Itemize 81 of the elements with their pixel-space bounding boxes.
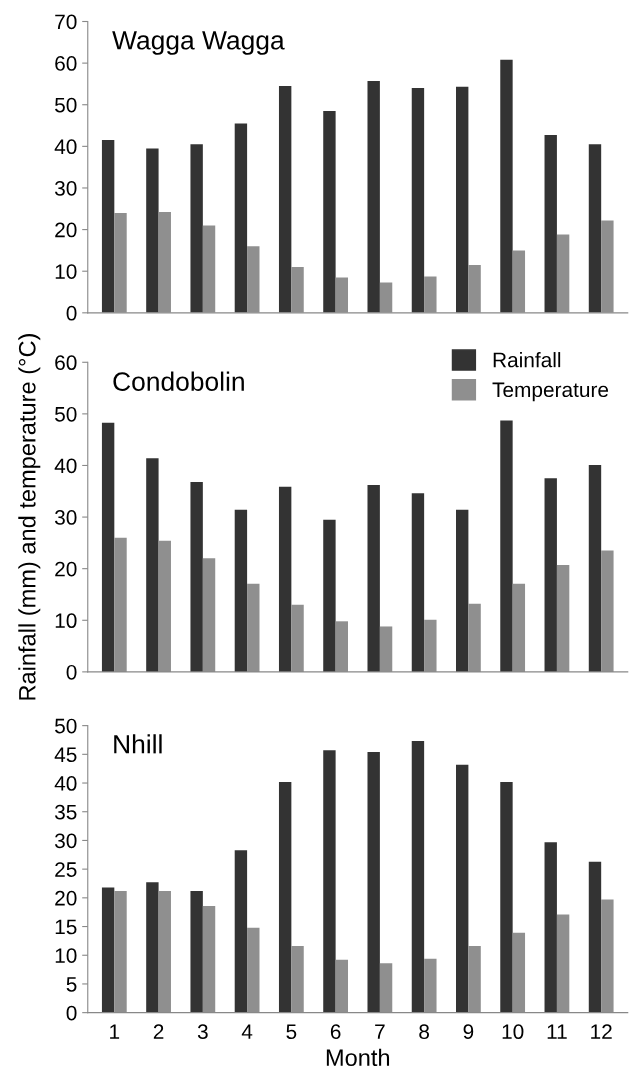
bar — [544, 135, 557, 313]
y-tick-label: 50 — [55, 406, 77, 422]
x-tick-label: 11 — [547, 1024, 567, 1039]
bar — [234, 509, 248, 672]
y-tick-label: 5 — [66, 977, 77, 992]
y-tick-label: 45 — [54, 747, 77, 763]
x-tick-label: 9 — [463, 1024, 474, 1040]
y-tick-label: 0 — [66, 1005, 77, 1021]
y-tick-label: 25 — [55, 862, 77, 877]
x-tick-label: 3 — [197, 1024, 208, 1040]
y-tick-label: 20 — [55, 222, 77, 238]
x-axis-title: Month — [326, 1048, 390, 1067]
x-tick-label: 4 — [241, 1024, 253, 1039]
y-tick-label: 40 — [54, 776, 77, 791]
y-tick-label: 10 — [55, 948, 77, 963]
chart-title: Nhill — [114, 734, 162, 754]
y-tick-label: 0 — [66, 664, 77, 680]
bar — [101, 887, 115, 1013]
y-tick-label: 50 — [55, 97, 77, 113]
bar — [323, 110, 336, 313]
x-tick-label: 7 — [375, 1024, 385, 1039]
bar — [101, 140, 115, 313]
bar — [234, 123, 248, 313]
legend-label: Temperature — [492, 382, 609, 402]
y-tick-label: 15 — [55, 919, 77, 935]
x-tick-label: 1 — [110, 1024, 120, 1039]
bar — [323, 519, 336, 672]
bar — [411, 741, 425, 1013]
bar — [411, 88, 425, 313]
bar — [146, 148, 159, 313]
y-tick-label: 60 — [55, 355, 77, 371]
bar — [544, 478, 557, 672]
bar — [456, 509, 469, 672]
bar — [500, 59, 513, 313]
bar — [101, 422, 115, 672]
bar — [190, 144, 203, 313]
bar — [367, 81, 380, 313]
bar — [456, 764, 469, 1013]
y-tick-label: 20 — [55, 890, 77, 906]
bar — [588, 144, 602, 313]
bar — [190, 890, 203, 1013]
bar — [500, 781, 513, 1013]
y-tick-label: 50 — [55, 718, 77, 734]
legend-label: Rainfall — [493, 352, 561, 368]
y-tick-label: 30 — [54, 833, 77, 849]
bar — [146, 458, 159, 672]
bar — [544, 842, 557, 1013]
y-axis-title: Rainfall (mm) and temperature (°C) — [18, 334, 41, 700]
x-tick-label: 8 — [419, 1024, 430, 1040]
bar — [278, 486, 292, 672]
y-tick-label: 40 — [54, 139, 77, 155]
bar — [146, 882, 159, 1013]
y-tick-label: 70 — [55, 14, 77, 30]
y-tick-label: 10 — [55, 264, 77, 279]
y-tick-label: 0 — [66, 305, 77, 321]
y-tick-label: 40 — [54, 458, 77, 474]
bar — [190, 481, 203, 672]
chart-title: Condobolin — [113, 371, 244, 391]
x-tick-label: 5 — [286, 1024, 297, 1040]
x-tick-label: 6 — [330, 1024, 341, 1040]
bar — [278, 86, 292, 313]
bar — [234, 850, 248, 1013]
y-tick-label: 30 — [54, 510, 77, 525]
bar — [588, 861, 602, 1013]
bar — [500, 420, 513, 672]
chart-title: Wagga Wagga — [112, 31, 285, 55]
bar — [323, 750, 336, 1013]
bar — [367, 752, 380, 1013]
x-tick-label: 12 — [591, 1024, 612, 1039]
bar — [367, 485, 380, 672]
y-tick-label: 60 — [55, 56, 77, 71]
y-tick-label: 10 — [55, 613, 77, 629]
bar — [411, 493, 425, 672]
x-tick-label: 10 — [502, 1024, 524, 1040]
y-tick-label: 30 — [54, 180, 77, 196]
x-tick-label: 2 — [153, 1024, 164, 1039]
y-tick-label: 20 — [55, 561, 77, 577]
y-tick-label: 35 — [54, 804, 77, 820]
bar — [456, 86, 469, 313]
bar — [588, 464, 602, 672]
bar — [278, 781, 292, 1013]
